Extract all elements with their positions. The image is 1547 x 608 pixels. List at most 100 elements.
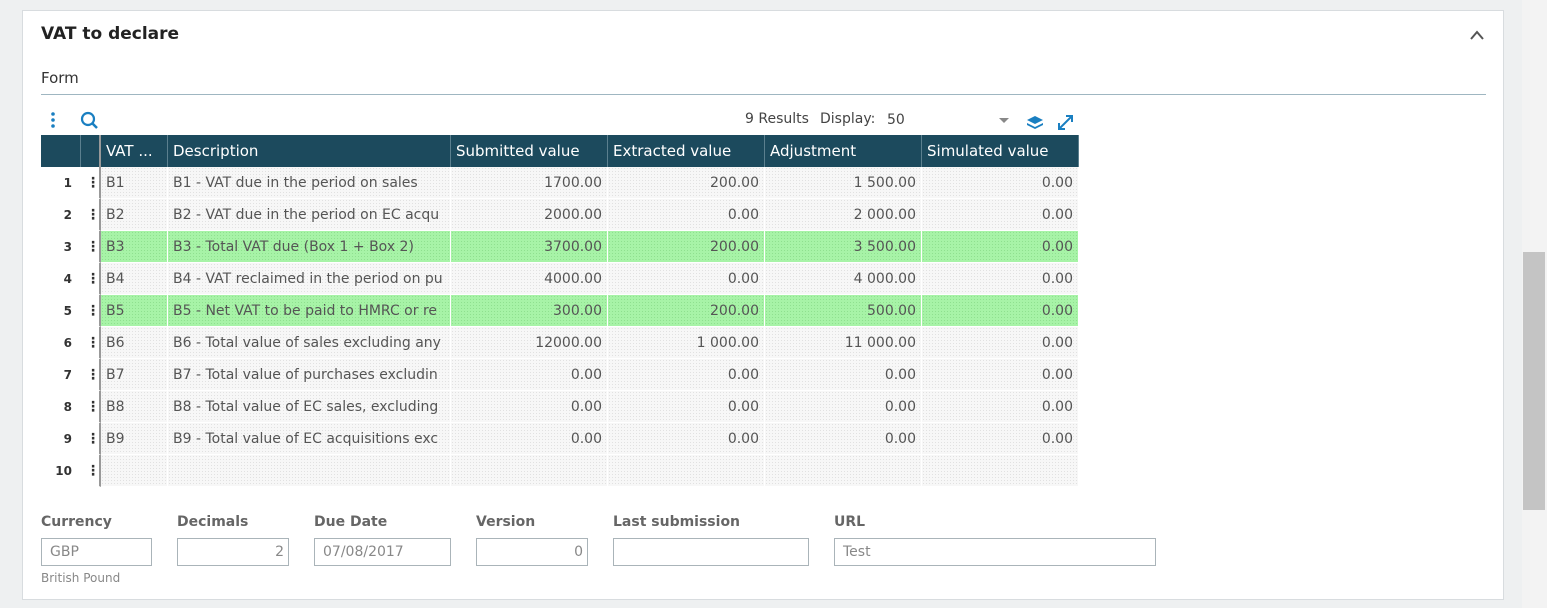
table-row: 8 ⋮ B8 B8 - Total value of EC sales, exclud… (41, 391, 1079, 423)
cell: 0.00 (922, 231, 1079, 263)
row-number-header (41, 135, 81, 167)
row-menu[interactable]: ⋮ (81, 295, 101, 327)
row-number: 9 (41, 423, 81, 455)
cell: B8 - Total value of EC sales, excluding (168, 391, 451, 423)
field-hint: British Pound (41, 571, 121, 585)
grid: VAT ... Description Submitted value Extract… (41, 135, 1079, 487)
column-header[interactable]: Extracted value (608, 135, 765, 167)
row-menu[interactable]: ⋮ (81, 455, 101, 487)
cell: 1 500.00 (765, 167, 922, 199)
table-row: 10 ⋮ (41, 455, 1079, 487)
toolbar-right-icons (999, 115, 1073, 130)
cell: 0.00 (922, 167, 1079, 199)
divider (41, 94, 1486, 95)
field-input[interactable]: 0 (476, 538, 588, 566)
cell (451, 455, 608, 487)
cell: 0.00 (608, 263, 765, 295)
panel: VAT to declare Form 9 Results Display: 5… (22, 10, 1504, 600)
table-row: 1 ⋮ B1 B1 - VAT due in the period on sales 1… (41, 167, 1079, 199)
field-input[interactable] (613, 538, 809, 566)
table-row: 3 ⋮ B3 B3 - Total VAT due (Box 1 + Box 2) 37… (41, 231, 1079, 263)
layers-icon[interactable] (1027, 116, 1043, 129)
panel-title: VAT to declare (41, 24, 180, 44)
search-icon[interactable] (80, 111, 98, 129)
cell: B2 (101, 199, 168, 231)
collapse-button[interactable] (1469, 29, 1485, 41)
cell: 3700.00 (451, 231, 608, 263)
cell: 0.00 (608, 423, 765, 455)
cell: B7 - Total value of purchases excludin (168, 359, 451, 391)
cell: 0.00 (765, 423, 922, 455)
column-header[interactable]: Adjustment (765, 135, 922, 167)
cell: 0.00 (765, 359, 922, 391)
menu-icon[interactable] (51, 112, 55, 128)
table-row: 5 ⋮ B5 B5 - Net VAT to be paid to HMRC or r… (41, 295, 1079, 327)
table-row: 2 ⋮ B2 B2 - VAT due in the period on EC acq… (41, 199, 1079, 231)
field-input[interactable]: 07/08/2017 (314, 538, 451, 566)
field-input[interactable]: GBP (41, 538, 152, 566)
field-input[interactable]: Test (834, 538, 1156, 566)
cell: 0.00 (765, 391, 922, 423)
row-number: 10 (41, 455, 81, 487)
cell: B5 - Net VAT to be paid to HMRC or re (168, 295, 451, 327)
table-row: 4 ⋮ B4 B4 - VAT reclaimed in the period on … (41, 263, 1079, 295)
cell (922, 455, 1079, 487)
cell: 300.00 (451, 295, 608, 327)
cell: 2000.00 (451, 199, 608, 231)
cell: B9 - Total value of EC acquisitions exc (168, 423, 451, 455)
display-select[interactable]: 50 (887, 112, 905, 128)
cell: 4000.00 (451, 263, 608, 295)
row-number: 8 (41, 391, 81, 423)
row-menu[interactable]: ⋮ (81, 327, 101, 359)
results-count: 9 Results (745, 111, 809, 127)
field-label: Due Date (314, 514, 388, 530)
scrollbar-thumb[interactable] (1523, 252, 1545, 510)
row-menu[interactable]: ⋮ (81, 423, 101, 455)
row-number: 1 (41, 167, 81, 199)
row-menu[interactable]: ⋮ (81, 391, 101, 423)
cell (608, 455, 765, 487)
row-menu[interactable]: ⋮ (81, 359, 101, 391)
row-number: 7 (41, 359, 81, 391)
dropdown-arrow[interactable] (999, 118, 1009, 123)
table-row: 6 ⋮ B6 B6 - Total value of sales excluding … (41, 327, 1079, 359)
cell: 2 000.00 (765, 199, 922, 231)
field-input[interactable]: 2 (177, 538, 289, 566)
cell: B7 (101, 359, 168, 391)
cell: 12000.00 (451, 327, 608, 359)
cell (168, 455, 451, 487)
row-menu[interactable]: ⋮ (81, 199, 101, 231)
expand-icon[interactable] (1058, 115, 1073, 130)
cell (765, 455, 922, 487)
field-label: Version (476, 514, 536, 530)
section-title: Form (41, 69, 79, 87)
column-header[interactable]: Submitted value (451, 135, 608, 167)
row-menu[interactable]: ⋮ (81, 231, 101, 263)
row-menu[interactable]: ⋮ (81, 263, 101, 295)
cell: B9 (101, 423, 168, 455)
column-header[interactable]: VAT ... (101, 135, 168, 167)
header-row: VAT ... Description Submitted value Extract… (41, 135, 1079, 167)
cell: B4 - VAT reclaimed in the period on pu (168, 263, 451, 295)
column-header[interactable]: Simulated value (922, 135, 1079, 167)
row-number: 3 (41, 231, 81, 263)
row-menu[interactable]: ⋮ (81, 167, 101, 199)
cell: 0.00 (451, 423, 608, 455)
cell: 0.00 (451, 391, 608, 423)
cell: B4 (101, 263, 168, 295)
cell: 4 000.00 (765, 263, 922, 295)
cell: 0.00 (608, 359, 765, 391)
column-header[interactable]: Description (168, 135, 451, 167)
field-label: URL (834, 514, 866, 530)
cell: 0.00 (608, 199, 765, 231)
cell: 1 000.00 (608, 327, 765, 359)
cell: B3 - Total VAT due (Box 1 + Box 2) (168, 231, 451, 263)
cell (101, 455, 168, 487)
cell: B8 (101, 391, 168, 423)
cell: B2 - VAT due in the period on EC acqu (168, 199, 451, 231)
field-label: Currency (41, 514, 112, 530)
cell: B6 - Total value of sales excluding any (168, 327, 451, 359)
cell: B1 - VAT due in the period on sales (168, 167, 451, 199)
row-number: 6 (41, 327, 81, 359)
